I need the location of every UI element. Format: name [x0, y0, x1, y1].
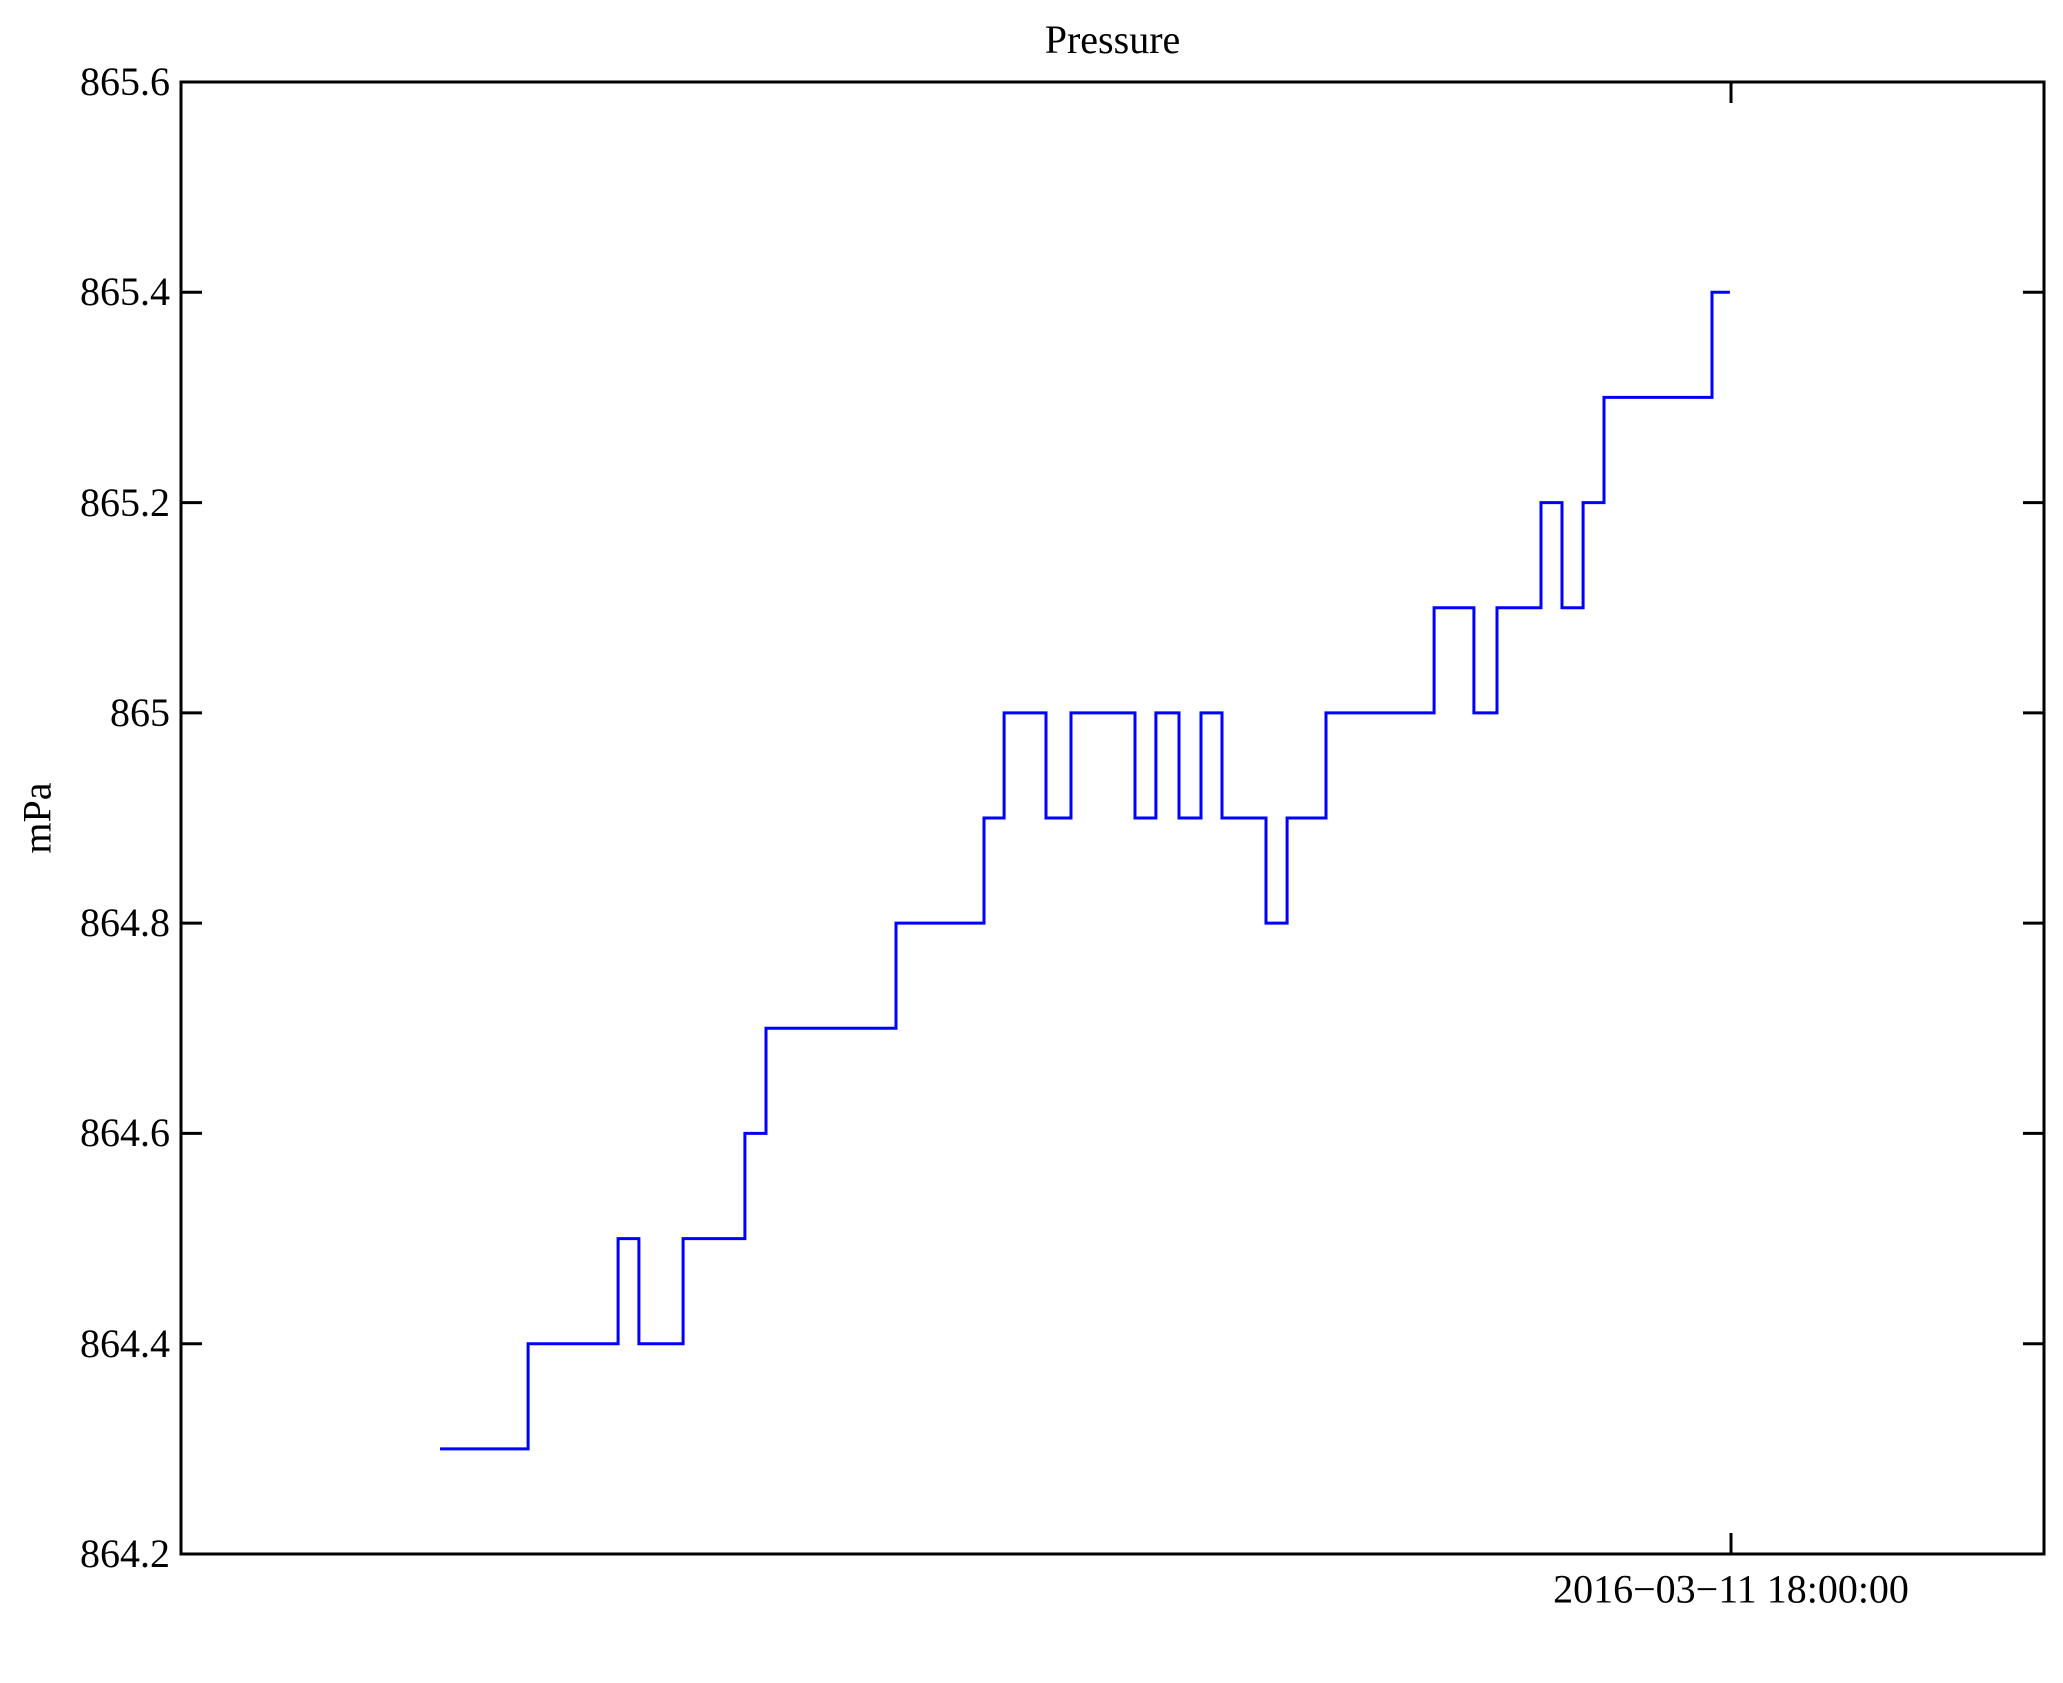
y-tick-label: 865.6 [80, 59, 170, 104]
plot-border [179, 80, 2046, 1556]
y-tick-label: 865.4 [80, 269, 170, 315]
y-tick-label: 864.6 [80, 1110, 170, 1156]
y-tick-label: 864.8 [80, 900, 170, 946]
y-axis-label: mPa [14, 782, 60, 854]
y-tick-label: 865 [110, 689, 170, 735]
chart-title: Pressure [1044, 17, 1181, 62]
y-tick-label: 865.2 [80, 479, 170, 525]
y-tick-label: 864.2 [80, 1531, 170, 1576]
x-tick-label: 2016−03−11 18:00:00 [1553, 1566, 1909, 1612]
y-tick-label: 864.4 [80, 1320, 170, 1366]
pressure-series-line [440, 290, 1730, 1451]
